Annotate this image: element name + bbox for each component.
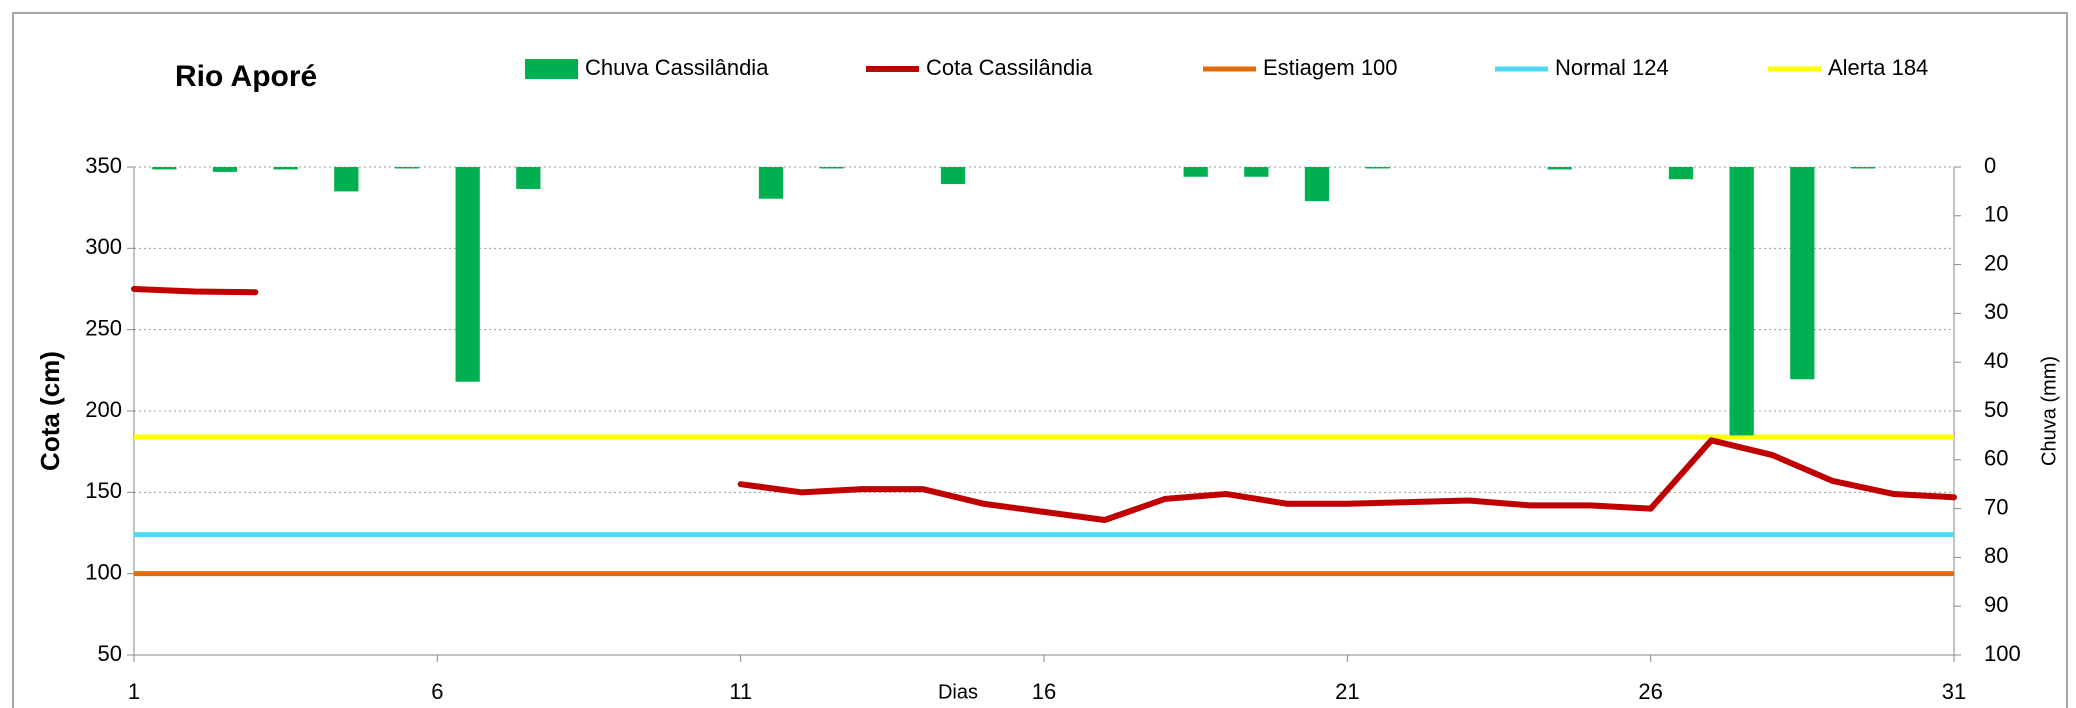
rain-bar: [1790, 167, 1815, 380]
y-tick-label: 300: [85, 234, 122, 259]
rain-bar: [940, 167, 966, 185]
x-tick-label: 6: [431, 679, 443, 704]
rain-bar: [819, 167, 844, 169]
rain-bar: [1547, 167, 1572, 170]
rain-bar: [1668, 167, 1694, 180]
y2-tick-label: 80: [1984, 543, 2008, 568]
y2-tick-label: 0: [1984, 153, 1996, 178]
rain-bar: [273, 167, 298, 170]
legend-label: Alerta 184: [1828, 55, 1928, 80]
rain-bar: [1183, 167, 1208, 177]
y2-tick-label: 10: [1984, 202, 2008, 227]
rain-bar: [1244, 167, 1269, 177]
rain-bar: [758, 167, 784, 199]
y2-tick-label: 60: [1984, 446, 2008, 471]
x-tick-label: 21: [1335, 679, 1359, 704]
legend-label: Cota Cassilândia: [926, 55, 1093, 80]
legend-swatch: [525, 59, 578, 79]
legend-label: Normal 124: [1555, 55, 1669, 80]
y2-tick-label: 20: [1984, 250, 2008, 275]
level-line: [131, 286, 1957, 523]
y-tick-label: 200: [85, 397, 122, 422]
y-tick-label: 50: [98, 641, 122, 666]
rain-bar: [516, 167, 541, 189]
chart-frame: [12, 12, 2068, 708]
legend-label: Estiagem 100: [1263, 55, 1398, 80]
y-tick-label: 150: [85, 478, 122, 503]
x-tick-label: 1: [128, 679, 140, 704]
y2-tick-label: 50: [1984, 397, 2008, 422]
y2-tick-label: 70: [1984, 494, 2008, 519]
y-tick-label: 350: [85, 153, 122, 178]
rain-bar: [1729, 167, 1754, 436]
rain-bar: [1850, 167, 1876, 169]
rain-bar: [1365, 167, 1390, 169]
y2-tick-label: 30: [1984, 299, 2008, 324]
rain-bar: [455, 167, 480, 382]
chart-title: Rio Aporé: [175, 60, 317, 93]
rain-bar: [394, 167, 420, 169]
x-tick-label: 16: [1032, 679, 1056, 704]
y-tick-label: 250: [85, 315, 122, 340]
y-tick-label: 100: [85, 559, 122, 584]
y-axis-label: Cota (cm): [35, 351, 65, 471]
y2-tick-label: 40: [1984, 348, 2008, 373]
y2-tick-label: 90: [1984, 592, 2008, 617]
x-axis-label: Dias: [938, 681, 978, 703]
rain-bar: [1304, 167, 1330, 202]
x-tick-label: 26: [1638, 679, 1662, 704]
rain-bar: [334, 167, 359, 192]
rain-bar: [152, 167, 177, 170]
y2-tick-label: 100: [1984, 641, 2021, 666]
x-tick-label: 11: [729, 679, 752, 704]
y2-axis-label: Chuva (mm): [2038, 356, 2060, 466]
legend-label: Chuva Cassilândia: [585, 55, 769, 80]
rain-bar: [212, 167, 238, 172]
x-tick-label: 31: [1942, 679, 1966, 704]
